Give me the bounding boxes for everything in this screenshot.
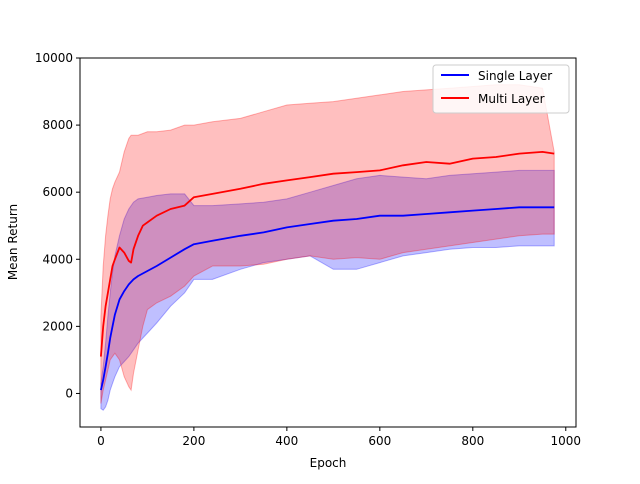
y-tick-label: 2000 xyxy=(42,319,73,333)
x-tick-label: 200 xyxy=(182,434,205,448)
line-multi-layer xyxy=(100,150,555,357)
series-lines xyxy=(100,150,555,391)
x-axis-label: Epoch xyxy=(310,456,347,470)
y-tick-label: 8000 xyxy=(42,118,73,132)
confidence-bands xyxy=(100,84,555,411)
y-tick-label: 10000 xyxy=(35,51,73,65)
legend: Single Layer Multi Layer xyxy=(432,64,570,114)
x-axis-ticks: 0 200 400 600 800 1000 xyxy=(97,427,581,448)
y-tick-label: 4000 xyxy=(42,252,73,266)
plot-frame xyxy=(79,57,577,428)
x-tick-label: 0 xyxy=(97,434,105,448)
legend-box xyxy=(432,64,570,114)
legend-label-single-layer: Single Layer xyxy=(478,69,552,83)
y-axis-ticks: 0 2000 4000 6000 8000 10000 xyxy=(35,51,80,400)
band-multi-layer xyxy=(100,84,555,404)
band-single-layer xyxy=(100,169,555,411)
legend-label-multi-layer: Multi Layer xyxy=(478,92,545,106)
y-tick-label: 6000 xyxy=(42,185,73,199)
y-axis-label: Mean Return xyxy=(6,204,20,280)
line-single-layer xyxy=(100,206,555,391)
y-tick-label: 0 xyxy=(65,386,73,400)
x-tick-label: 1000 xyxy=(550,434,581,448)
x-tick-label: 600 xyxy=(368,434,391,448)
x-tick-label: 800 xyxy=(461,434,484,448)
x-tick-label: 400 xyxy=(275,434,298,448)
